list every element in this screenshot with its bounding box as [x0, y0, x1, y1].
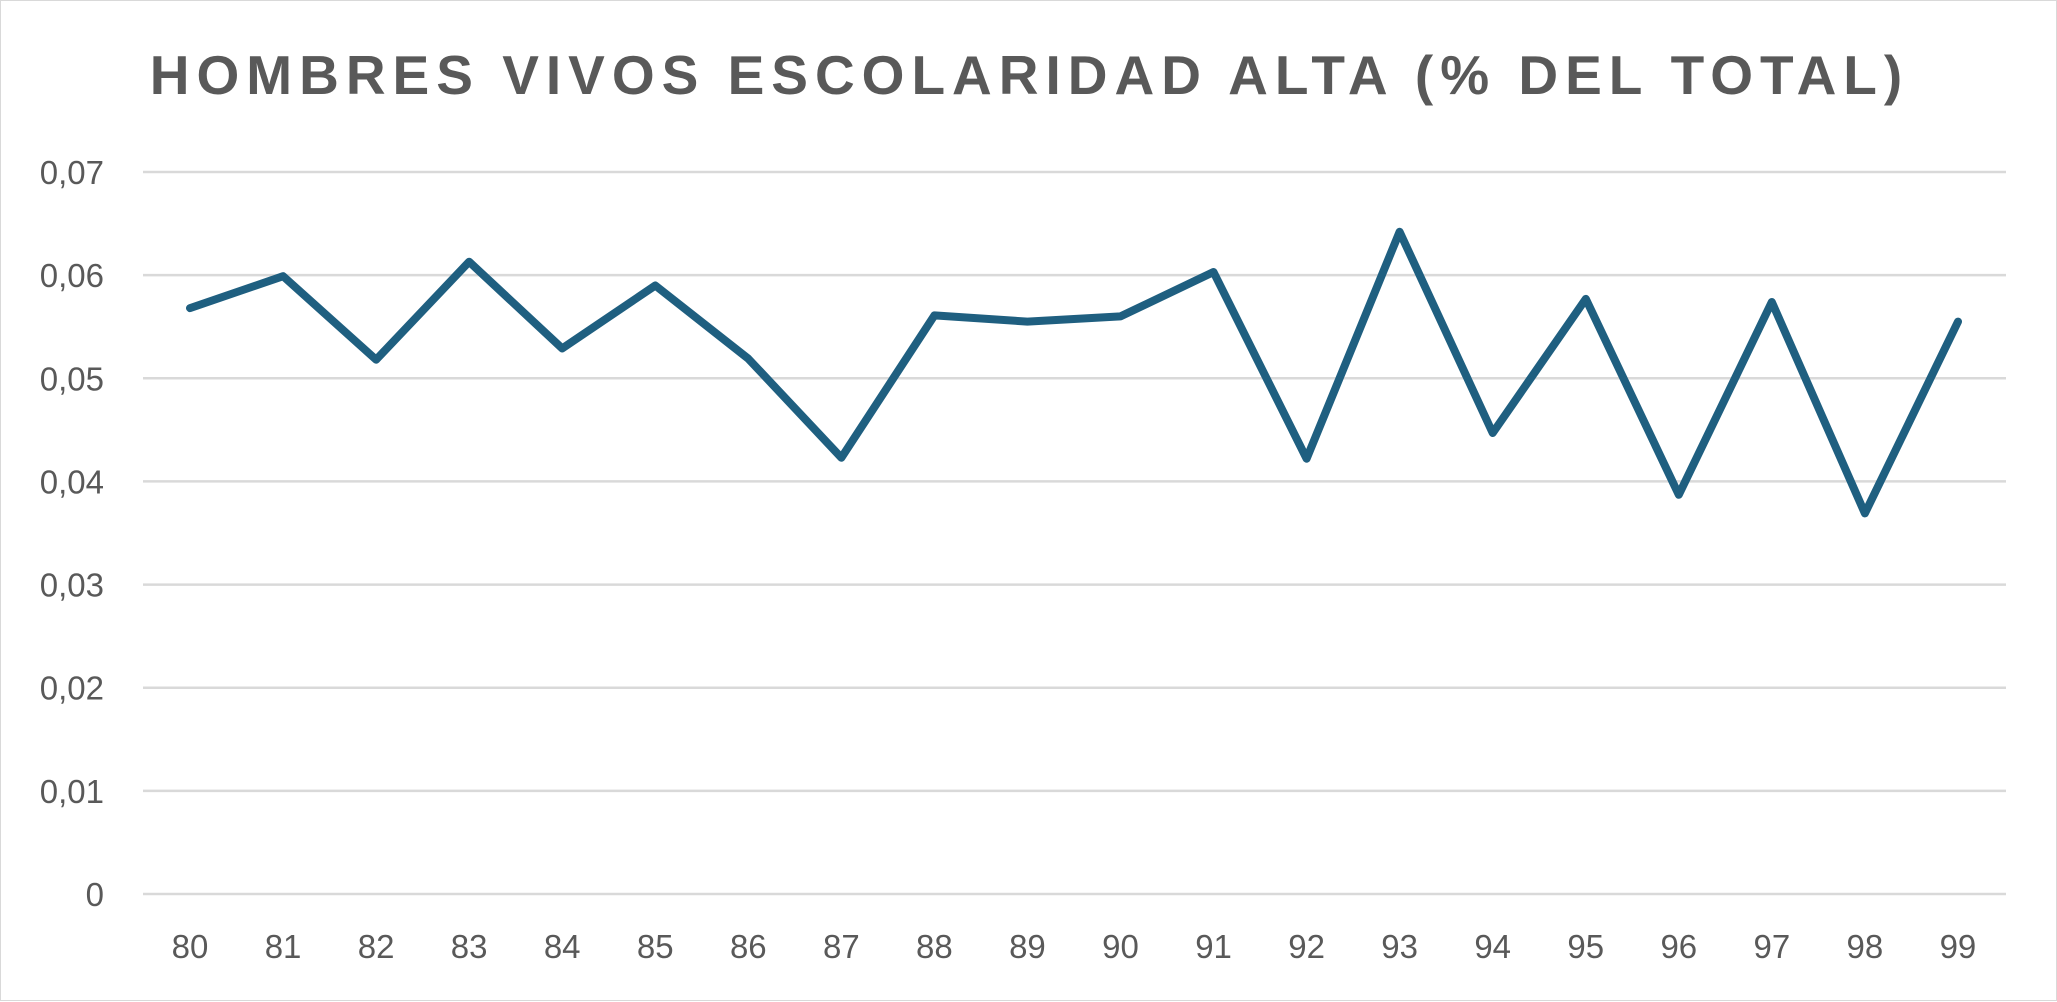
y-tick-label: 0,05 — [40, 360, 104, 397]
y-tick-label: 0,07 — [40, 154, 104, 191]
x-tick-label: 80 — [172, 928, 209, 965]
x-tick-label: 84 — [544, 928, 581, 965]
x-tick-label: 98 — [1847, 928, 1884, 965]
x-tick-label: 94 — [1474, 928, 1511, 965]
x-tick-label: 81 — [265, 928, 302, 965]
x-tick-label: 88 — [916, 928, 953, 965]
x-tick-label: 91 — [1195, 928, 1232, 965]
x-tick-label: 87 — [823, 928, 860, 965]
x-tick-label: 89 — [1009, 928, 1046, 965]
x-tick-label: 93 — [1381, 928, 1418, 965]
x-tick-label: 82 — [358, 928, 395, 965]
y-tick-label: 0,01 — [40, 773, 104, 810]
x-tick-label: 83 — [451, 928, 488, 965]
x-axis-ticks: 80 81 82 83 84 85 86 87 88 89 90 91 92 93 94 95 96 97 98 99 — [172, 928, 1977, 965]
x-tick-label: 90 — [1102, 928, 1139, 965]
x-tick-label: 92 — [1288, 928, 1325, 965]
y-tick-label: 0,03 — [40, 567, 104, 604]
y-axis-ticks: 0 0,01 0,02 0,03 0,04 0,05 0,06 0,07 — [40, 154, 104, 913]
x-tick-label: 97 — [1753, 928, 1790, 965]
y-tick-label: 0,02 — [40, 670, 104, 707]
y-tick-label: 0,06 — [40, 257, 104, 294]
y-tick-label: 0,04 — [40, 463, 104, 500]
x-tick-label: 99 — [1940, 928, 1977, 965]
x-tick-label: 95 — [1567, 928, 1604, 965]
x-tick-label: 85 — [637, 928, 674, 965]
x-tick-label: 96 — [1660, 928, 1697, 965]
gridlines — [143, 172, 2006, 894]
x-tick-label: 86 — [730, 928, 767, 965]
y-tick-label: 0 — [86, 876, 104, 913]
